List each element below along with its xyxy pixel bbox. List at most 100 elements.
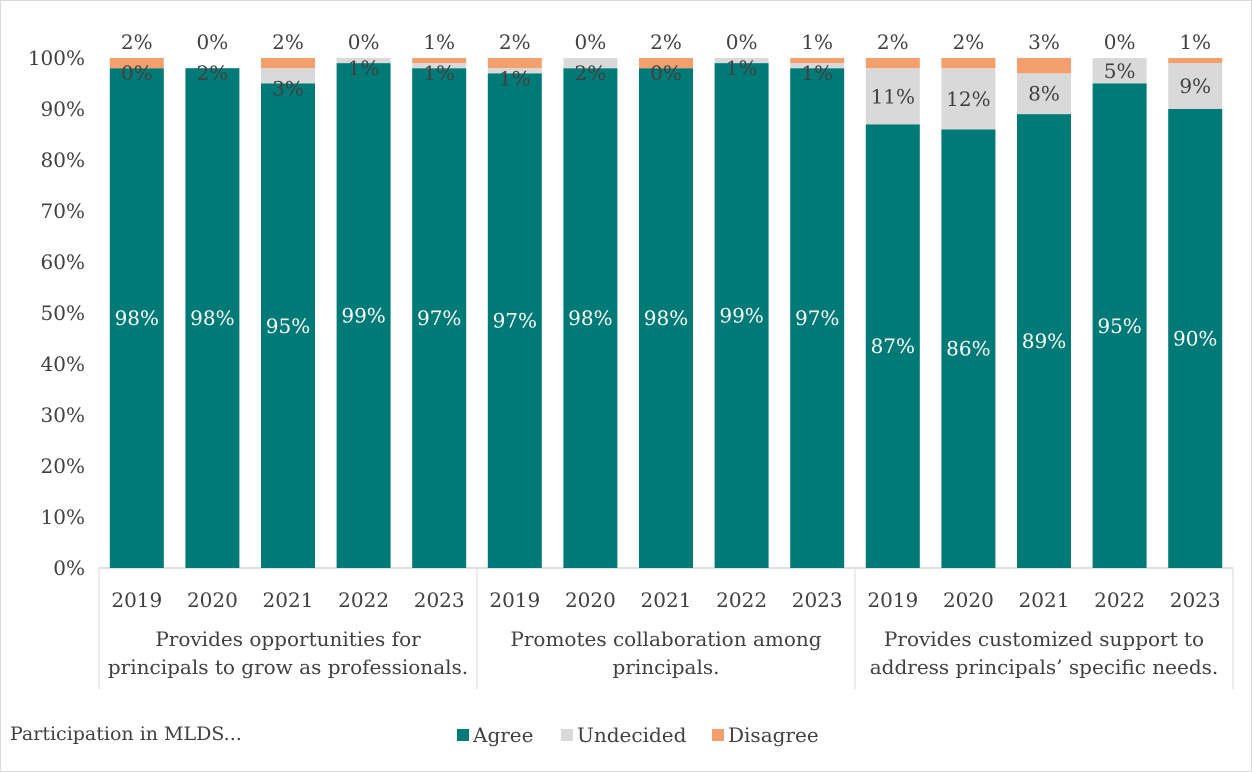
bar-agree — [185, 68, 240, 568]
undecided-data-label: 1% — [726, 56, 758, 80]
footnote-text: Participation in MLDS... — [10, 723, 242, 745]
y-tick-label: 40% — [41, 352, 85, 376]
x-tick-label: 2023 — [1170, 588, 1221, 612]
disagree-data-label: 3% — [1028, 30, 1060, 54]
bar-agree — [714, 63, 769, 568]
undecided-data-label: 1% — [348, 56, 380, 80]
legend-label: Agree — [472, 723, 533, 747]
agree-data-label: 98% — [115, 306, 159, 330]
x-tick-label: 2022 — [716, 588, 767, 612]
agree-data-label: 98% — [190, 306, 234, 330]
undecided-data-label: 0% — [650, 61, 682, 85]
disagree-data-label: 2% — [121, 30, 153, 54]
bar-undecided — [563, 58, 618, 69]
legend-swatch — [457, 729, 469, 741]
y-tick-label: 0% — [53, 556, 85, 580]
x-tick-label: 2023 — [414, 588, 465, 612]
agree-data-label: 99% — [719, 304, 763, 328]
x-tick-label: 2019 — [489, 588, 540, 612]
disagree-data-label: 1% — [423, 30, 455, 54]
bar-undecided — [412, 63, 467, 69]
undecided-data-label: 9% — [1179, 74, 1211, 98]
undecided-data-label: 3% — [272, 77, 304, 101]
y-tick-label: 60% — [41, 250, 85, 274]
legend-swatch — [712, 729, 724, 741]
agree-data-label: 97% — [417, 306, 461, 330]
bar-disagree — [487, 58, 542, 69]
bar-disagree — [941, 58, 996, 69]
bar-undecided — [487, 68, 542, 74]
bar-disagree — [639, 58, 693, 69]
agree-data-label: 95% — [1097, 314, 1141, 338]
legend-label: Disagree — [728, 723, 819, 747]
agree-data-label: 97% — [795, 306, 839, 330]
x-tick-label: 2021 — [641, 588, 692, 612]
agree-data-label: 97% — [493, 309, 537, 333]
y-tick-label: 100% — [28, 46, 85, 70]
bar-agree — [639, 68, 693, 568]
disagree-data-label: 2% — [650, 30, 682, 54]
x-tick-label: 2021 — [263, 588, 314, 612]
bar-undecided — [1168, 63, 1223, 109]
y-tick-label: 70% — [41, 199, 85, 223]
bar-undecided — [261, 68, 315, 84]
group-label-line: Provides opportunities for — [155, 627, 421, 651]
x-tick-label: 2023 — [792, 588, 843, 612]
bar-undecided — [1017, 73, 1071, 115]
bar-agree — [487, 73, 542, 569]
bar-disagree — [261, 58, 315, 69]
bar-disagree — [865, 58, 920, 69]
bar-disagree — [412, 58, 467, 64]
y-tick-label: 10% — [41, 505, 85, 529]
y-tick-label: 90% — [41, 97, 85, 121]
legend-swatch — [561, 729, 573, 741]
x-tick-label: 2020 — [943, 588, 994, 612]
bar-undecided — [790, 63, 845, 69]
bar-agree — [412, 68, 467, 568]
x-tick-label: 2022 — [1094, 588, 1145, 612]
disagree-data-label: 2% — [499, 30, 531, 54]
agree-data-label: 86% — [946, 337, 990, 361]
bar-disagree — [109, 58, 164, 69]
bar-undecided — [1092, 58, 1147, 84]
y-tick-label: 50% — [41, 301, 85, 325]
disagree-data-label: 1% — [801, 30, 833, 54]
bar-disagree — [1017, 58, 1071, 74]
disagree-data-label: 0% — [348, 30, 380, 54]
disagree-data-label: 2% — [877, 30, 909, 54]
undecided-data-label: 2% — [197, 61, 229, 85]
x-tick-label: 2020 — [565, 588, 616, 612]
bar-agree — [790, 68, 845, 568]
group-label-line: Promotes collaboration among — [510, 627, 821, 651]
agree-data-label: 87% — [871, 334, 915, 358]
bar-agree — [336, 63, 391, 568]
group-label-line: principals. — [613, 655, 720, 679]
undecided-data-label: 1% — [423, 61, 455, 85]
disagree-data-label: 0% — [575, 30, 607, 54]
bar-agree — [1092, 83, 1147, 568]
x-tick-label: 2020 — [187, 588, 238, 612]
disagree-data-label: 0% — [726, 30, 758, 54]
agree-data-label: 90% — [1173, 327, 1217, 351]
disagree-data-label: 0% — [197, 30, 229, 54]
bar-agree — [865, 124, 920, 569]
bar-agree — [109, 68, 164, 568]
undecided-data-label: 0% — [121, 61, 153, 85]
bar-agree — [261, 83, 315, 568]
bar-disagree — [1168, 58, 1223, 64]
group-label-line: Provides customized support to — [884, 627, 1204, 651]
x-tick-label: 2019 — [867, 588, 918, 612]
bar-agree — [563, 68, 618, 568]
agree-data-label: 98% — [644, 306, 688, 330]
bar-undecided — [941, 68, 996, 130]
disagree-data-label: 0% — [1104, 30, 1136, 54]
legend-label: Undecided — [577, 723, 687, 747]
undecided-data-label: 1% — [801, 61, 833, 85]
disagree-data-label: 1% — [1179, 30, 1211, 54]
bar-undecided — [714, 58, 769, 64]
bar-agree — [1017, 114, 1071, 568]
bar-agree — [1168, 109, 1223, 568]
group-label-line: address principals’ specific needs. — [870, 655, 1219, 679]
undecided-data-label: 5% — [1104, 59, 1136, 83]
